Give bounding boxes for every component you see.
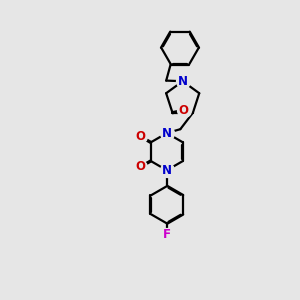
Text: N: N bbox=[162, 164, 172, 177]
Text: O: O bbox=[135, 130, 145, 143]
Text: N: N bbox=[162, 127, 172, 140]
Text: O: O bbox=[135, 160, 145, 173]
Text: O: O bbox=[179, 104, 189, 117]
Text: N: N bbox=[178, 75, 188, 88]
Text: F: F bbox=[163, 228, 171, 241]
